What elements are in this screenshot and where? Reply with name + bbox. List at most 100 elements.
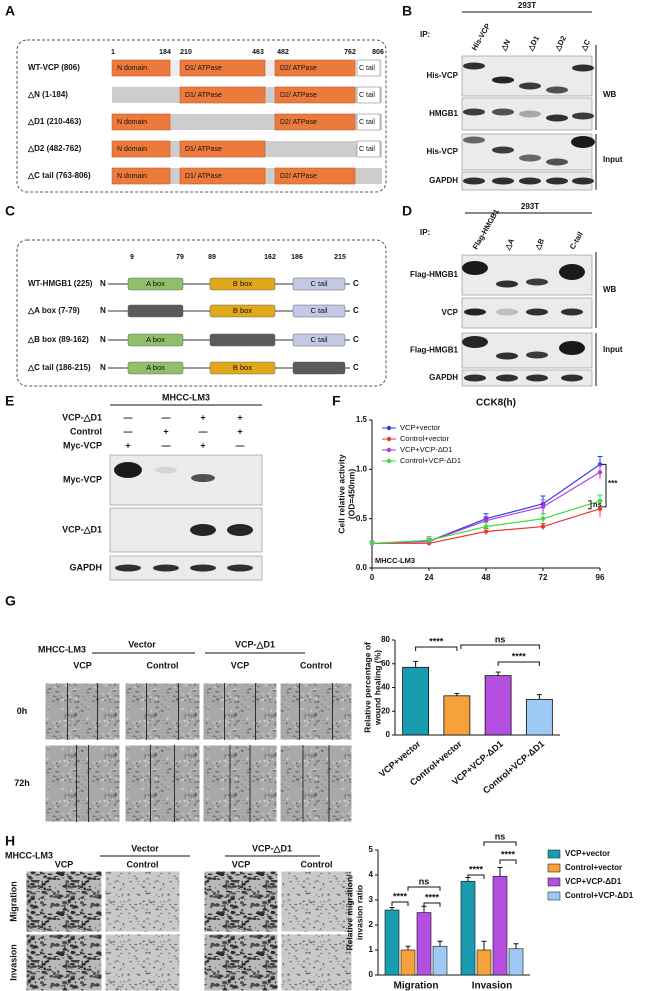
domain-box <box>274 59 356 77</box>
legend-swatch <box>547 863 561 873</box>
legend-label: Control+VCP-ΔD1 <box>400 456 461 465</box>
condition-label: Myc-VCP <box>63 440 102 450</box>
error-bar <box>481 940 487 950</box>
terminus: N <box>100 363 106 372</box>
y-tick-label: 1 <box>369 945 374 954</box>
legend-swatch <box>547 877 561 887</box>
bar <box>402 666 430 736</box>
domain-label: C tail <box>359 146 375 153</box>
blot-band <box>526 278 548 286</box>
condition-sign: + <box>200 412 205 422</box>
domain-label: D2/ ATPase <box>280 119 317 126</box>
blot-band <box>496 280 518 288</box>
micrograph <box>124 682 201 741</box>
bar <box>400 949 416 976</box>
position-number: 210 <box>180 49 192 56</box>
error-bar <box>497 867 503 877</box>
terminus: N <box>100 306 106 315</box>
blot-label: VCP-△D1 <box>62 524 102 534</box>
domain-box <box>274 113 356 131</box>
blot-label: GAPDH <box>429 176 458 185</box>
cell-line: MHCC-LM3 <box>38 644 86 654</box>
y-tick-label: 1.5 <box>356 415 368 424</box>
y-tick-label: 80 <box>381 635 390 644</box>
y-tick-label: 2 <box>369 920 374 929</box>
blot-strip <box>461 97 593 131</box>
bar <box>384 909 400 976</box>
legend-label: VCP+vector <box>565 849 610 858</box>
domain-box <box>292 304 346 318</box>
lane-label: △D2 <box>552 34 568 53</box>
cell-line: MHCC-LM3 <box>162 392 210 402</box>
y-tick-label: 5 <box>369 845 374 854</box>
sig-bracket <box>415 646 458 651</box>
construct-label: △A box (7-79) <box>27 306 80 315</box>
point <box>483 518 489 523</box>
y-tick-label: 0 <box>386 730 391 739</box>
blot-band <box>496 352 518 360</box>
domain-label: D1/ ATPase <box>185 173 222 180</box>
blot-band <box>571 136 595 148</box>
column-label: VCP <box>73 660 92 670</box>
bar <box>492 875 508 976</box>
blot-band <box>496 308 518 316</box>
error-bar <box>405 945 411 950</box>
condition-sign: + <box>163 426 168 436</box>
sig-bracket <box>499 859 517 864</box>
blot-band <box>559 264 585 280</box>
domain-box <box>274 86 356 104</box>
micrograph <box>203 870 279 933</box>
point <box>540 524 546 529</box>
y-tick-label: 4 <box>369 870 374 879</box>
group-label: WB <box>603 90 617 99</box>
condition-sign: + <box>200 440 205 450</box>
domain-label: D2/ ATPase <box>280 173 317 180</box>
group-label: VCP-△D1 <box>252 843 292 853</box>
domain-box <box>179 140 266 158</box>
lane-label: C-tail <box>568 230 585 251</box>
y-axis-label: Relative percentage of <box>362 642 372 733</box>
domain-box <box>209 304 276 318</box>
blot-strip <box>461 55 593 97</box>
column-label: Control <box>300 660 332 670</box>
legend-marker <box>386 436 392 442</box>
domain-box <box>111 59 171 77</box>
domain-box <box>127 304 184 318</box>
blot-band <box>519 82 541 90</box>
condition-sign: — <box>199 426 208 436</box>
domain-label: C tail <box>359 119 375 126</box>
condition-sign: + <box>125 440 130 450</box>
micrograph <box>44 744 121 823</box>
blot-band <box>572 177 594 185</box>
position-number: 79 <box>176 254 184 261</box>
row-label: Migration <box>8 881 18 922</box>
y-tick-label: 0 <box>369 970 374 979</box>
domain-label: C tail <box>359 65 375 72</box>
error-bar <box>536 694 542 700</box>
position-number: 806 <box>372 49 384 56</box>
ip-label: IP: <box>420 228 430 237</box>
sig-bracket <box>407 886 441 891</box>
y-tick-label: 20 <box>381 706 390 715</box>
y-tick-label: 40 <box>381 683 390 692</box>
blot-band <box>546 86 568 94</box>
blot-band <box>559 341 585 355</box>
legend-label: VCP+VCP-ΔD1 <box>565 877 622 886</box>
y-axis-label: invasion ratio <box>354 885 364 940</box>
domain-box <box>179 86 266 104</box>
error-bar <box>513 943 519 949</box>
condition-label: Control <box>70 426 102 436</box>
legend-swatch <box>547 891 561 901</box>
domain-label: B box <box>233 279 252 288</box>
x-tick-label: 48 <box>482 573 491 582</box>
bar <box>432 945 448 976</box>
sig-label: **** <box>469 864 484 874</box>
blot-band <box>526 351 548 359</box>
sig-bracket <box>423 902 441 907</box>
sig-bracket <box>460 644 540 649</box>
domain-label: B box <box>233 363 252 372</box>
blot-band <box>546 177 568 185</box>
y-axis-label: Cell relative activity <box>336 454 346 534</box>
bar <box>484 675 512 736</box>
terminus: C <box>353 335 359 344</box>
